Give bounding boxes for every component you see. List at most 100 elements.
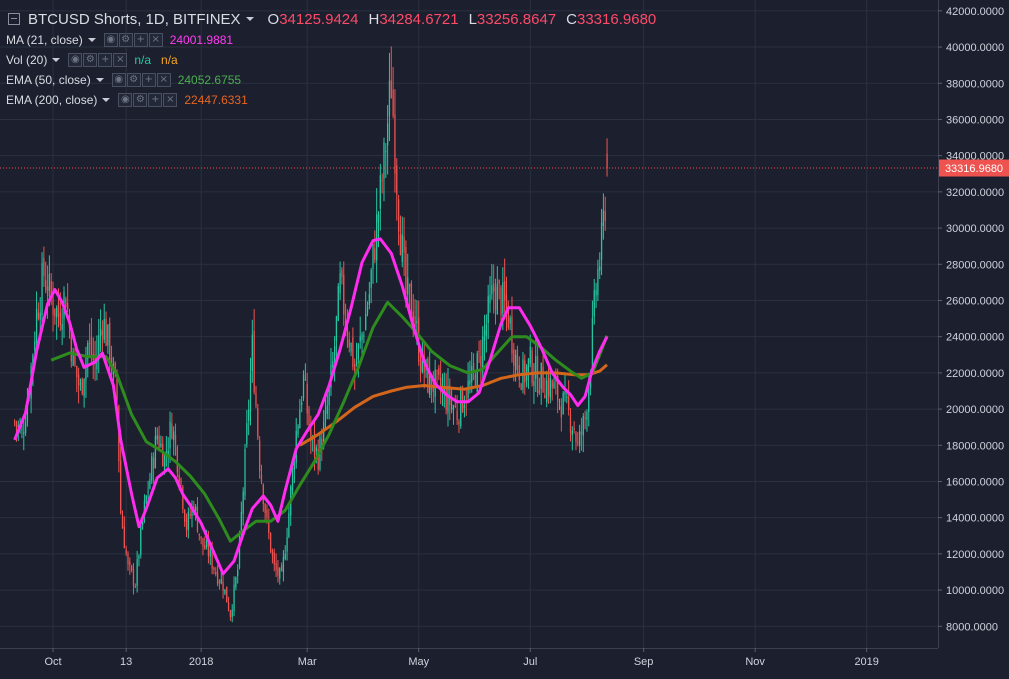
candle-body bbox=[416, 320, 418, 324]
candle-body bbox=[61, 324, 63, 330]
symbol-row: BTCUSD Shorts, 1D, BITFINEX O 34125.9424 … bbox=[6, 8, 660, 30]
collapse-icon[interactable] bbox=[8, 13, 20, 25]
eye-icon[interactable]: ◉ bbox=[118, 93, 133, 107]
candle-body bbox=[310, 429, 312, 442]
gear-icon[interactable]: ⚙ bbox=[83, 53, 98, 67]
eye-icon[interactable]: ◉ bbox=[68, 53, 83, 67]
candle-body bbox=[187, 512, 189, 530]
candle-body bbox=[440, 377, 442, 391]
candle-body bbox=[520, 383, 522, 390]
candle-body bbox=[87, 342, 89, 359]
candle-body bbox=[57, 302, 60, 317]
close-icon[interactable]: × bbox=[163, 93, 178, 107]
candle-body bbox=[125, 549, 127, 554]
close-icon[interactable]: × bbox=[113, 53, 128, 67]
eye-icon[interactable]: ◉ bbox=[111, 73, 126, 87]
candle-body bbox=[32, 354, 34, 368]
indicator-ema50[interactable]: EMA (50, close) ◉ ⚙ + × 24052.6755 bbox=[6, 70, 660, 90]
candle-body bbox=[152, 457, 155, 469]
candle-body bbox=[211, 548, 213, 569]
candle-body bbox=[116, 377, 118, 401]
candle-body bbox=[511, 316, 513, 354]
indicator-ma21-name[interactable]: MA (21, close) bbox=[6, 33, 83, 47]
gear-icon[interactable]: ⚙ bbox=[126, 73, 141, 87]
candle-body bbox=[392, 89, 394, 116]
candle-body bbox=[483, 330, 486, 341]
indicator-ma21[interactable]: MA (21, close) ◉ ⚙ + × 24001.9881 bbox=[6, 30, 660, 50]
candle-body bbox=[145, 495, 147, 503]
candle-body bbox=[527, 359, 530, 372]
gear-icon[interactable]: ⚙ bbox=[133, 93, 148, 107]
candle-body bbox=[81, 379, 83, 395]
plus-icon[interactable]: + bbox=[98, 53, 113, 67]
candle-body bbox=[569, 414, 572, 433]
candle-body bbox=[529, 346, 531, 364]
chevron-down-icon[interactable] bbox=[245, 17, 254, 21]
open-label: O bbox=[267, 10, 280, 28]
candle-body bbox=[343, 274, 345, 315]
candle-body bbox=[277, 567, 279, 576]
candle-body bbox=[138, 555, 140, 559]
candle-body bbox=[257, 408, 259, 438]
plus-icon[interactable]: + bbox=[141, 73, 156, 87]
plus-icon[interactable]: + bbox=[148, 93, 163, 107]
candle-body bbox=[568, 396, 570, 410]
candle-body bbox=[480, 356, 482, 367]
chevron-down-icon[interactable] bbox=[95, 78, 104, 82]
close-icon[interactable]: × bbox=[148, 33, 163, 47]
candle-body bbox=[524, 360, 526, 383]
candle-body bbox=[178, 474, 180, 483]
y-tick-label: 18000.0000 bbox=[946, 440, 1004, 452]
candle-body bbox=[103, 318, 105, 340]
candle-body bbox=[222, 582, 224, 591]
candle-body bbox=[238, 533, 241, 568]
candle-body bbox=[494, 287, 497, 310]
indicator-vol20[interactable]: Vol (20) ◉ ⚙ + × n/a n/a bbox=[6, 50, 660, 70]
indicator-ema200[interactable]: EMA (200, close) ◉ ⚙ + × 22447.6331 bbox=[6, 90, 660, 110]
low-label: L bbox=[468, 10, 477, 28]
y-tick-label: 24000.0000 bbox=[946, 332, 1004, 344]
candle-body bbox=[445, 388, 447, 410]
chevron-down-icon[interactable] bbox=[87, 38, 96, 42]
close-icon[interactable]: × bbox=[156, 73, 171, 87]
candle-body bbox=[233, 584, 235, 611]
candle-body bbox=[324, 410, 327, 422]
indicator-vol20-name[interactable]: Vol (20) bbox=[6, 53, 48, 67]
gear-icon[interactable]: ⚙ bbox=[118, 33, 133, 47]
candle-body bbox=[226, 586, 228, 603]
candle-body bbox=[259, 440, 261, 472]
y-tick-label: 38000.0000 bbox=[946, 78, 1004, 90]
candle-body bbox=[26, 400, 29, 422]
candle-body bbox=[315, 447, 317, 452]
candle-body bbox=[558, 400, 561, 402]
candle-body bbox=[485, 324, 488, 336]
candle-body bbox=[101, 330, 104, 336]
candle-body bbox=[266, 509, 268, 518]
chevron-down-icon[interactable] bbox=[52, 58, 61, 62]
indicator-ema200-name[interactable]: EMA (200, close) bbox=[6, 93, 98, 107]
chevron-down-icon[interactable] bbox=[102, 98, 111, 102]
plus-icon[interactable]: + bbox=[133, 33, 148, 47]
x-tick-label: May bbox=[408, 656, 429, 668]
indicator-ema50-name[interactable]: EMA (50, close) bbox=[6, 73, 91, 87]
candle-body bbox=[491, 285, 493, 294]
open-value: 34125.9424 bbox=[279, 10, 359, 28]
candle-body bbox=[573, 428, 575, 430]
candle-body bbox=[134, 586, 136, 588]
candle-body bbox=[156, 435, 158, 440]
candle-body bbox=[15, 421, 18, 427]
candle-body bbox=[13, 421, 16, 423]
x-axis[interactable]: Oct 13 2018 Mar May Jul Sep Nov 2019 bbox=[44, 648, 879, 668]
candle-body bbox=[591, 318, 594, 370]
x-tick-label: 2019 bbox=[854, 656, 878, 668]
close-label: C bbox=[566, 10, 577, 28]
candle-body bbox=[143, 501, 146, 517]
symbol-title[interactable]: BTCUSD Shorts, 1D, BITFINEX bbox=[28, 10, 241, 28]
candle-body bbox=[291, 467, 294, 491]
indicator-ema50-value: 24052.6755 bbox=[177, 73, 242, 87]
eye-icon[interactable]: ◉ bbox=[103, 33, 118, 47]
candle-body bbox=[231, 609, 233, 617]
y-tick-label: 10000.0000 bbox=[946, 585, 1004, 597]
